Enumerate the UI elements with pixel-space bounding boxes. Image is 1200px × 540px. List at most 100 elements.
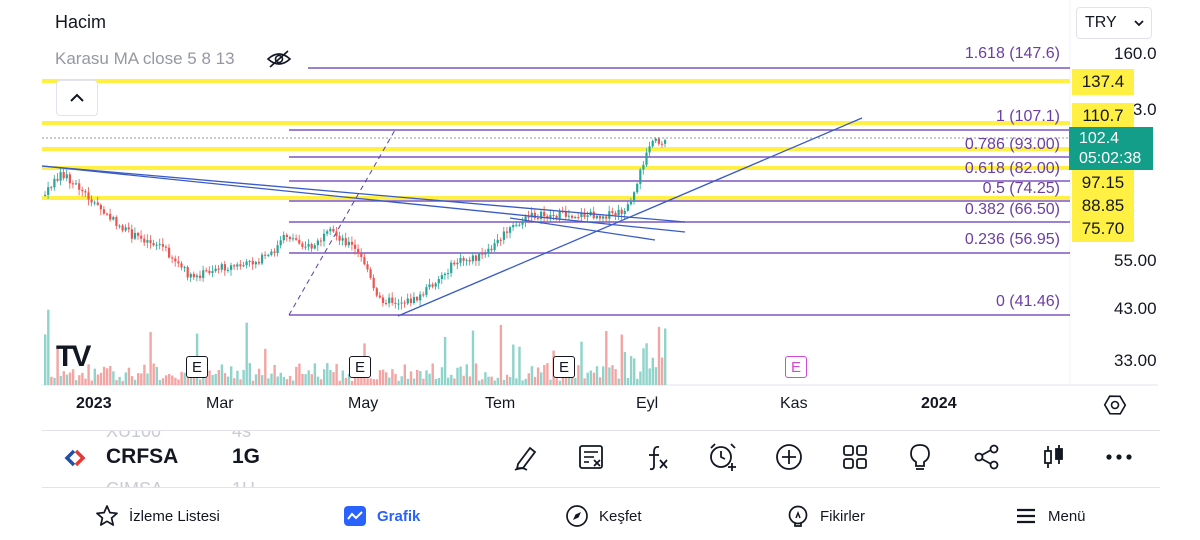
next-symbol[interactable]: CIMSA bbox=[106, 479, 163, 487]
price-tick: 43.00 bbox=[1114, 299, 1157, 318]
candle-body bbox=[279, 240, 282, 246]
nav-watchlist[interactable]: İzleme Listesi bbox=[95, 496, 220, 536]
candle-body bbox=[192, 273, 195, 278]
volume-bar bbox=[493, 380, 496, 385]
volume-bar bbox=[518, 346, 521, 385]
candle-type-icon[interactable] bbox=[1033, 437, 1073, 477]
candle-body bbox=[496, 239, 499, 244]
collapse-legend-button[interactable] bbox=[56, 80, 98, 116]
time-tick: Eyl bbox=[636, 395, 659, 412]
candle-body bbox=[205, 270, 208, 272]
candle-body bbox=[75, 183, 78, 185]
nav-menu[interactable]: Menü bbox=[1014, 496, 1086, 536]
trend-lines[interactable] bbox=[41, 117, 863, 317]
highlight-price-label[interactable]: 137.4 bbox=[1072, 69, 1134, 95]
volume-bar bbox=[254, 374, 258, 385]
candle-body bbox=[512, 225, 515, 228]
candle-body bbox=[149, 240, 152, 244]
nav-label: Fikirler bbox=[820, 507, 865, 525]
volume-bar bbox=[183, 372, 186, 385]
candle-body bbox=[292, 238, 295, 240]
volume-bar bbox=[580, 341, 583, 385]
candle-body bbox=[620, 209, 623, 215]
earnings-badge[interactable]: E bbox=[553, 356, 575, 378]
next-interval[interactable]: 1H bbox=[232, 479, 255, 487]
volume-bar bbox=[130, 376, 134, 385]
highlight-price-label[interactable]: 88.85 bbox=[1072, 193, 1134, 219]
pencil-draw-icon[interactable] bbox=[506, 437, 546, 477]
candle-body bbox=[174, 258, 177, 262]
indicator-legend: Karasu MA close 5 8 13 bbox=[55, 49, 235, 68]
trend-line-2[interactable] bbox=[41, 165, 686, 233]
highlight-price-label[interactable]: 75.70 bbox=[1072, 216, 1134, 242]
chart-canvas[interactable] bbox=[0, 0, 1200, 425]
volume-bar bbox=[332, 372, 335, 385]
settings-hexagon-icon[interactable] bbox=[1103, 393, 1127, 417]
earnings-badge[interactable]: E bbox=[186, 356, 208, 378]
volume-bar bbox=[341, 370, 344, 385]
chart-area[interactable]: Hacim Karasu MA close 5 8 13 TRY 160.0 1… bbox=[0, 0, 1200, 425]
nav-ideas[interactable]: Fikirler bbox=[786, 496, 865, 536]
candle-body bbox=[639, 169, 642, 184]
ideas-lightbulb-icon[interactable] bbox=[900, 437, 940, 477]
volume-bar bbox=[146, 373, 149, 385]
trend-line-1[interactable] bbox=[41, 165, 686, 223]
volume-bar bbox=[366, 378, 369, 385]
candle-body bbox=[509, 227, 512, 233]
volume-bar bbox=[257, 368, 261, 385]
candle-body bbox=[651, 140, 654, 147]
add-circle-icon[interactable] bbox=[769, 437, 809, 477]
volume-bar bbox=[651, 357, 654, 385]
candle-body bbox=[118, 225, 121, 227]
candle-body bbox=[478, 253, 481, 261]
highlight-price-label[interactable]: 110.7 bbox=[1072, 103, 1134, 129]
nav-label: İzleme Listesi bbox=[129, 507, 220, 525]
volume-bar bbox=[149, 332, 152, 385]
volume-bar bbox=[158, 380, 162, 385]
symbol-name[interactable]: CRFSA bbox=[106, 445, 179, 468]
trend-line-3[interactable] bbox=[509, 217, 656, 241]
highlight-price-label[interactable]: 97.15 bbox=[1072, 170, 1134, 196]
share-icon[interactable] bbox=[967, 437, 1007, 477]
volume-bar bbox=[471, 330, 475, 385]
nav-label: Grafik bbox=[377, 507, 421, 525]
volume-bar bbox=[99, 372, 103, 385]
candle-body bbox=[459, 258, 462, 263]
object-tree-icon[interactable] bbox=[571, 437, 611, 477]
prev-interval[interactable]: 4s bbox=[232, 430, 252, 441]
volume-bar bbox=[96, 374, 100, 385]
volume-bar bbox=[276, 376, 279, 385]
volume-bar bbox=[313, 363, 317, 385]
candle-body bbox=[186, 267, 189, 278]
candle-body bbox=[130, 229, 133, 239]
earnings-badge[interactable]: E bbox=[349, 356, 371, 378]
candle-body bbox=[211, 271, 214, 274]
candle-body bbox=[487, 248, 490, 254]
alert-clock-icon[interactable] bbox=[703, 437, 743, 477]
layouts-grid-icon[interactable] bbox=[835, 437, 875, 477]
indicators-fx-icon[interactable] bbox=[637, 437, 677, 477]
volume-bar bbox=[447, 377, 450, 385]
interval-select[interactable]: 1G bbox=[232, 445, 261, 468]
volume-bar bbox=[416, 369, 419, 385]
candle-body bbox=[505, 231, 509, 233]
eye-off-icon[interactable] bbox=[266, 48, 292, 70]
volume-bar bbox=[121, 380, 124, 385]
nav-label: Menü bbox=[1048, 507, 1086, 525]
trend-line-4[interactable] bbox=[397, 117, 863, 317]
volume-bar bbox=[109, 366, 112, 385]
currency-select[interactable]: TRY bbox=[1076, 7, 1152, 39]
nav-explore[interactable]: Keşfet bbox=[565, 496, 642, 536]
prev-symbol[interactable]: XU100 bbox=[106, 430, 162, 441]
volume-bar bbox=[295, 366, 298, 385]
volume-bar bbox=[459, 366, 462, 385]
volume-bar bbox=[465, 364, 468, 385]
volume-legend: Hacim bbox=[55, 12, 107, 32]
candle-body bbox=[518, 224, 521, 226]
candle-body bbox=[68, 174, 71, 184]
earnings-badge-upcoming[interactable]: E bbox=[785, 356, 807, 378]
nav-chart[interactable]: Grafik bbox=[343, 496, 420, 536]
last-price-value: 102.4 bbox=[1079, 130, 1120, 147]
more-dots-icon[interactable] bbox=[1099, 437, 1139, 477]
volume-bar bbox=[484, 372, 487, 385]
